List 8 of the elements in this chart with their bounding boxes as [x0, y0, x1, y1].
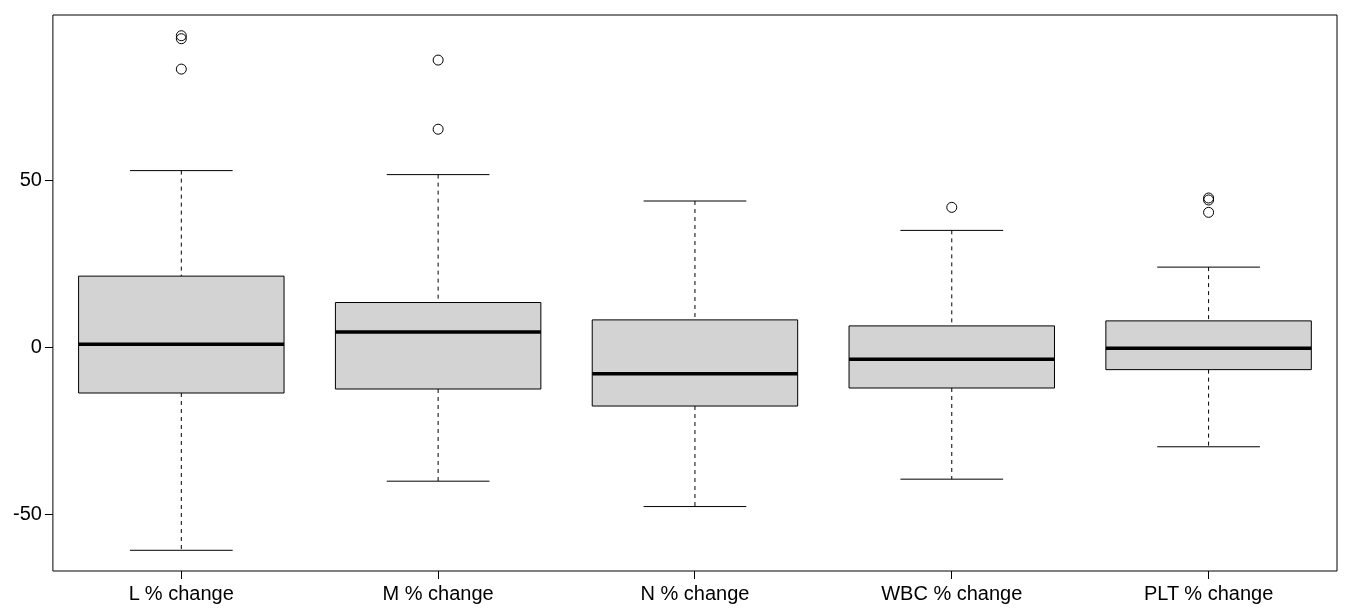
x-tick-label: PLT % change — [1143, 581, 1274, 604]
x-tick-label: M % change — [382, 581, 494, 604]
y-tick-label: 50 — [19, 167, 42, 190]
y-tick-label: 0 — [30, 334, 42, 357]
y-tick-label: -50 — [13, 501, 42, 524]
x-tick-label: WBC % change — [881, 581, 1023, 604]
x-tick-label: N % change — [640, 581, 750, 604]
x-tick-label: L % change — [128, 581, 234, 604]
